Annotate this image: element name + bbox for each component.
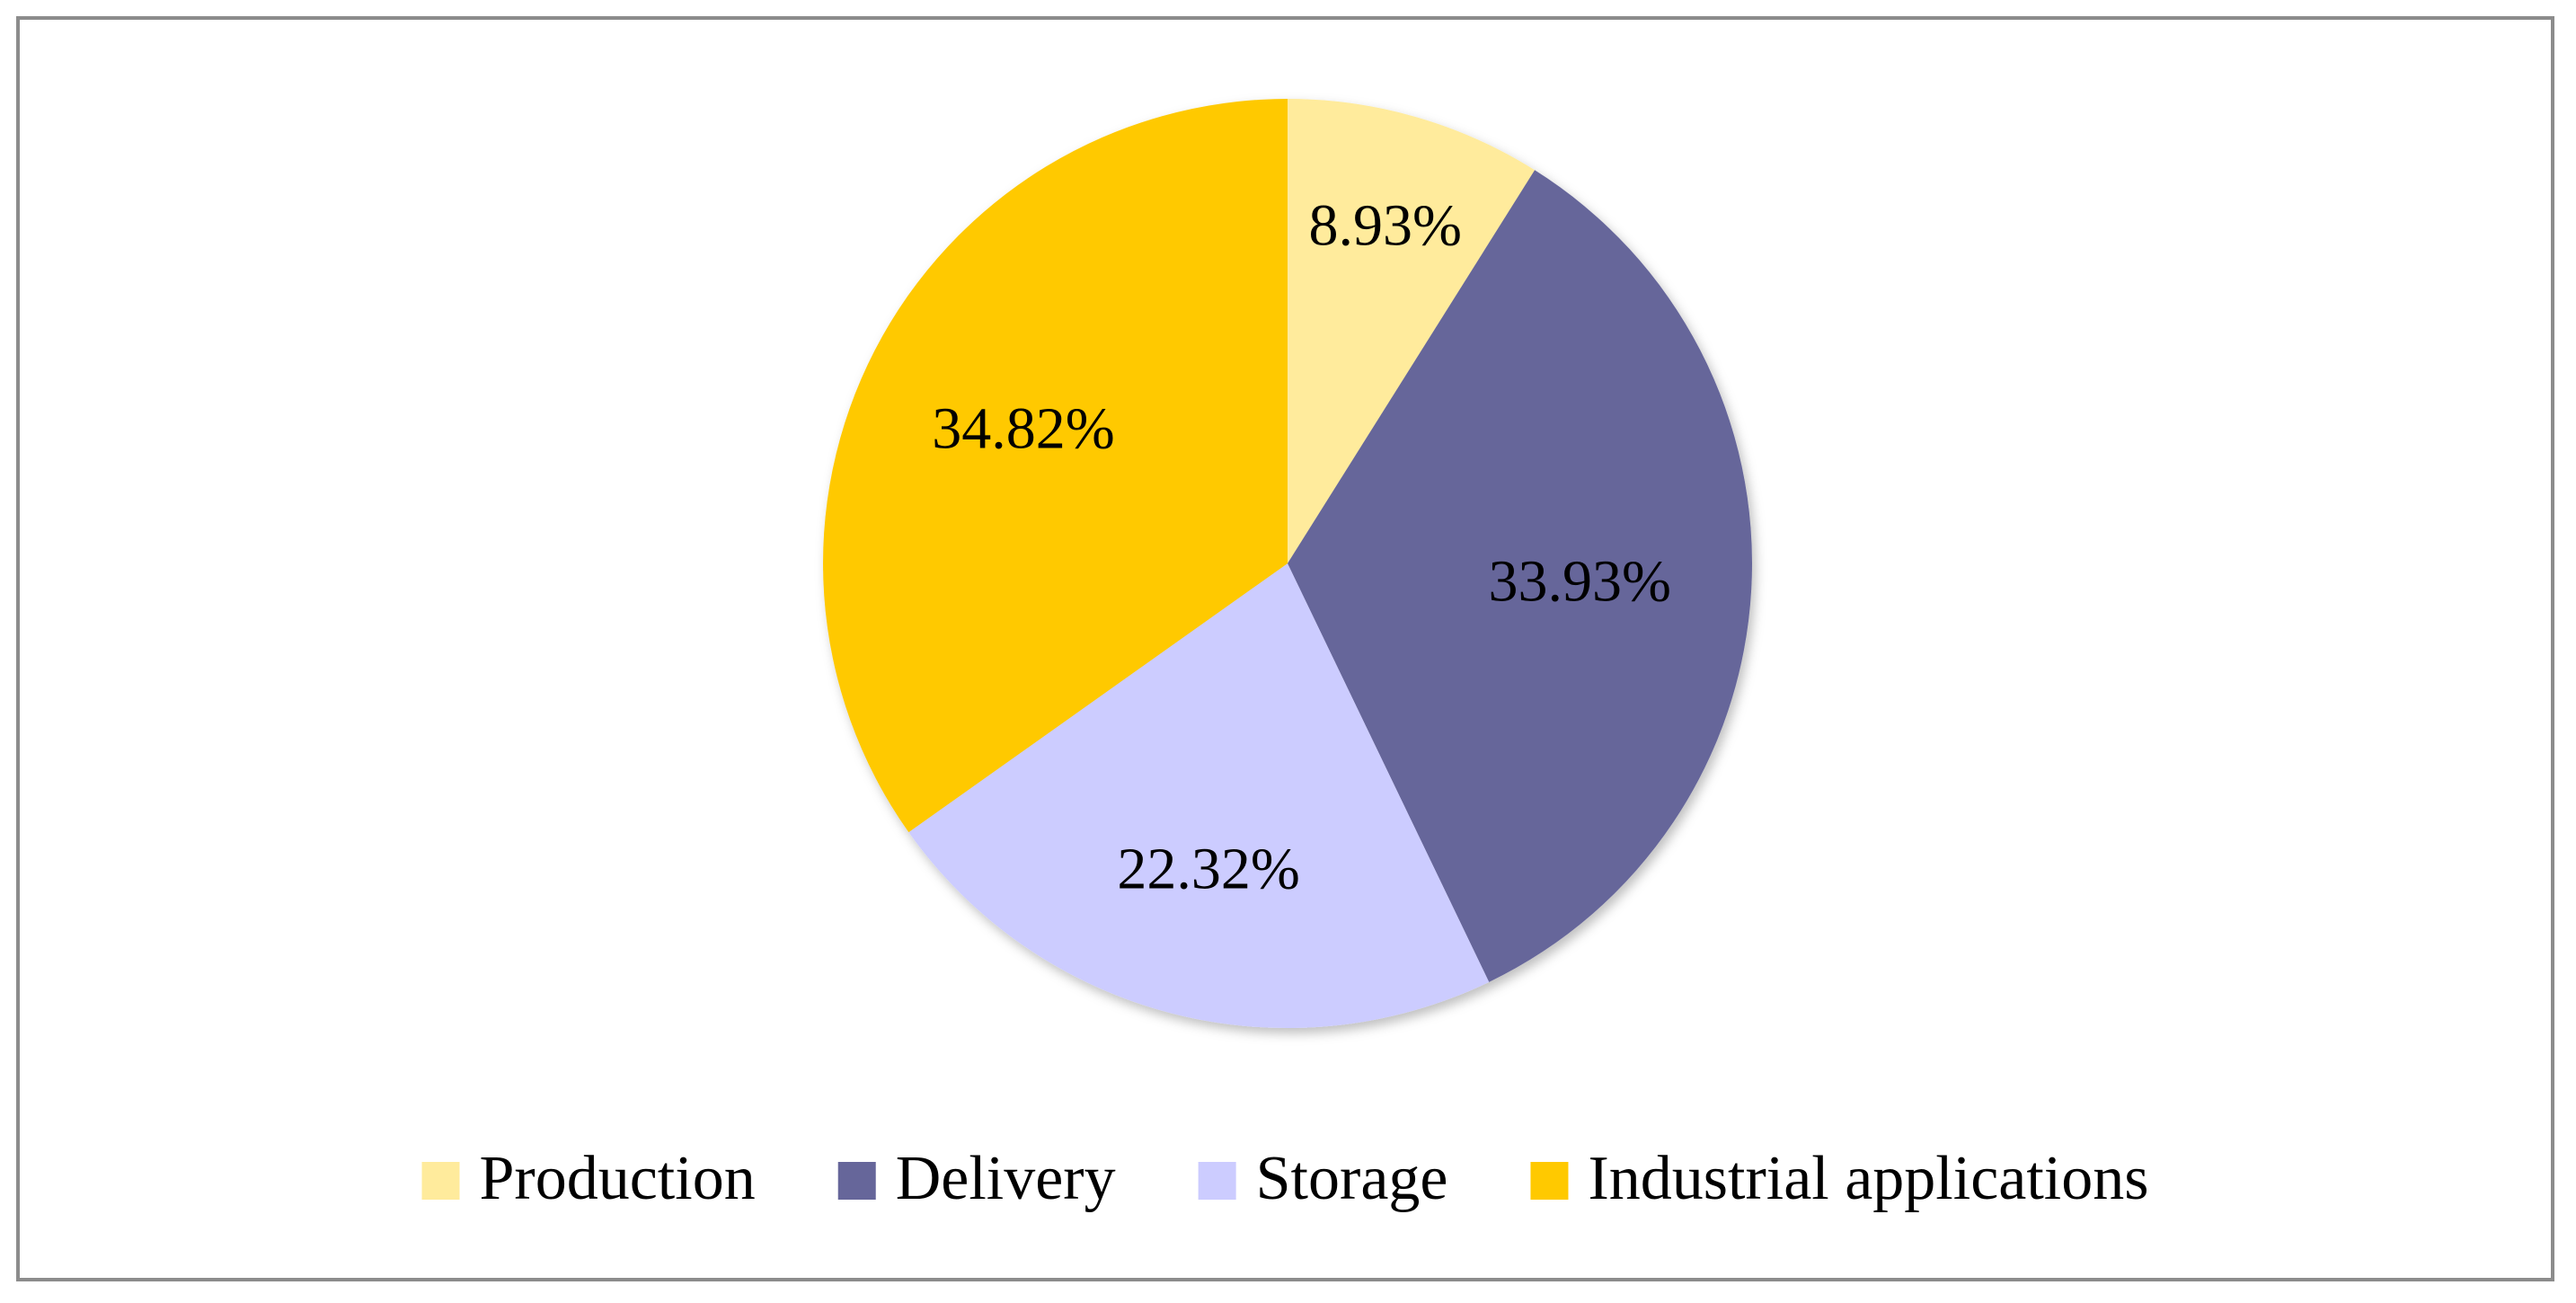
- legend-swatch-production: [421, 1162, 460, 1200]
- pie-chart: 8.93% 33.93% 22.32% 34.82% Production Delive…: [421, 99, 2148, 1213]
- pie-slice-industrial-applications: [823, 99, 1288, 833]
- pie-slice-delivery: [1288, 170, 1752, 982]
- legend-swatch-industrial-applications: [1530, 1162, 1569, 1200]
- slice-label-industrial-applications: 34.82%: [932, 395, 1114, 461]
- legend: Production Delivery Storage Industrial appl…: [421, 1144, 2148, 1213]
- slice-labels: 8.93% 33.93% 22.32% 34.82%: [932, 193, 1671, 902]
- slice-label-delivery: 33.93%: [1488, 548, 1670, 614]
- slice-label-production: 8.93%: [1309, 193, 1462, 259]
- legend-label-storage: Storage: [1256, 1144, 1448, 1213]
- slice-label-storage: 22.32%: [1117, 837, 1299, 902]
- legend-label-delivery: Delivery: [896, 1144, 1116, 1213]
- legend-label-industrial-applications: Industrial applications: [1588, 1144, 2148, 1213]
- legend-label-production: Production: [480, 1144, 756, 1213]
- pie-slice-production: [1288, 99, 1536, 563]
- legend-swatch-delivery: [837, 1162, 876, 1200]
- legend-swatch-storage: [1198, 1162, 1236, 1200]
- pie-slice-storage: [908, 563, 1490, 1028]
- chart-frame: 8.93% 33.93% 22.32% 34.82% Production Delive…: [16, 16, 2554, 1281]
- pie-slices: [823, 99, 1752, 1028]
